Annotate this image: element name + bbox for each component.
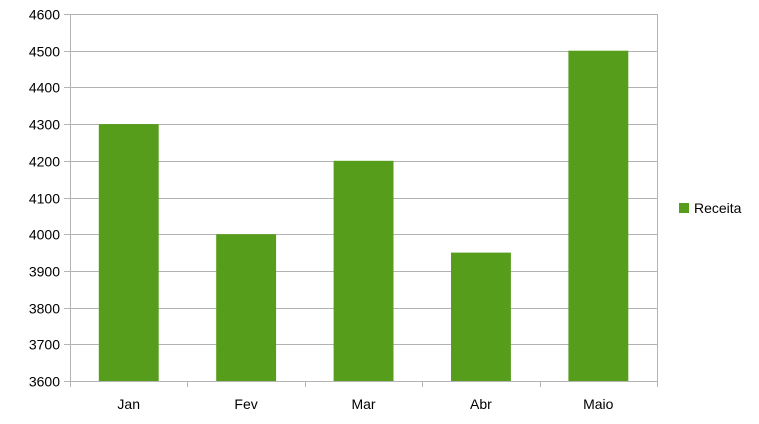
axes: [70, 14, 658, 387]
legend: Receita: [679, 200, 742, 216]
y-tick-label: 4500: [29, 44, 60, 60]
x-tick-label-fev: Fev: [234, 396, 257, 412]
y-tick-label: 4200: [29, 154, 60, 170]
bar-abr: [451, 252, 511, 381]
y-tick-label: 4100: [29, 191, 60, 207]
bar-fev: [216, 234, 277, 381]
bar-jan: [98, 124, 159, 381]
x-tick-label-abr: Abr: [470, 396, 492, 412]
y-tick-label: 3900: [29, 264, 60, 280]
y-tick-label: 3600: [29, 374, 60, 390]
y-tick-label: 3700: [29, 337, 60, 353]
y-tick-labels: 3600 3700 3800 3900 4000 4100 4200 4300 4400 4500…: [29, 7, 60, 390]
x-tick-label-mar: Mar: [351, 396, 375, 412]
y-tick-label: 4000: [29, 227, 60, 243]
bars: [98, 50, 629, 381]
x-tick-label-jan: Jan: [117, 396, 140, 412]
x-tick-labels: Jan Fev Mar Abr Maio: [117, 396, 613, 412]
legend-swatch-receita: [679, 203, 689, 213]
bar-mar: [333, 160, 394, 381]
y-tick-label: 4300: [29, 117, 60, 133]
y-tick-label: 4400: [29, 80, 60, 96]
y-tick-label: 3800: [29, 301, 60, 317]
legend-label-receita: Receita: [694, 200, 742, 216]
bar-maio: [568, 50, 629, 381]
x-tick-label-maio: Maio: [583, 396, 614, 412]
y-tick-label: 4600: [29, 7, 60, 23]
